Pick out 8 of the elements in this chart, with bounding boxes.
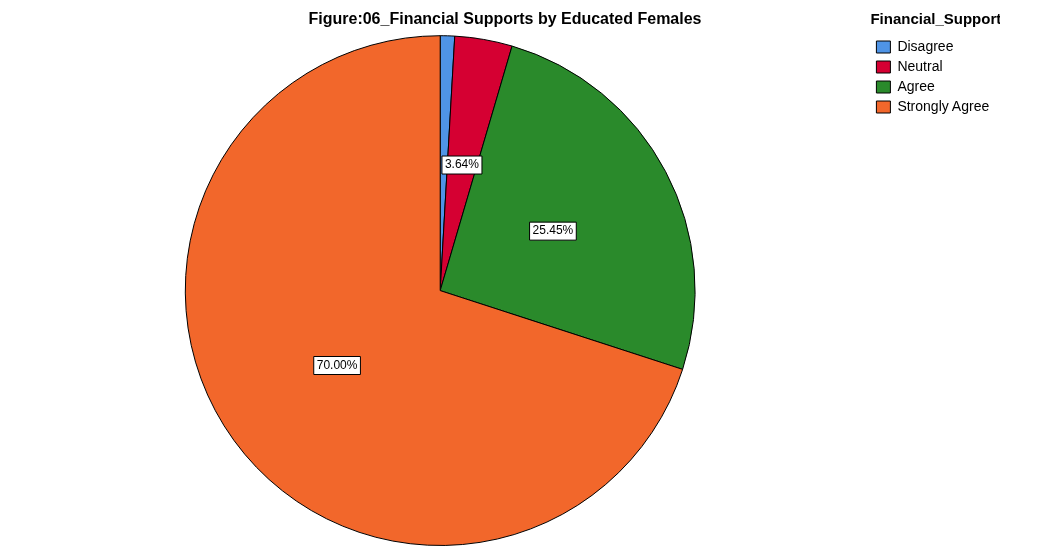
legend-label: Disagree <box>897 37 954 54</box>
legend-label: Agree <box>897 77 935 94</box>
legend-label: Neutral <box>897 57 943 74</box>
data-label: 3.64% <box>444 157 480 172</box>
data-label: 25.45% <box>532 223 574 238</box>
data-label: 70.00% <box>316 357 358 372</box>
chart-title: Figure:06_Financial Supports by Educated Females <box>308 10 702 28</box>
legend-label: Strongly Agree <box>897 97 990 114</box>
